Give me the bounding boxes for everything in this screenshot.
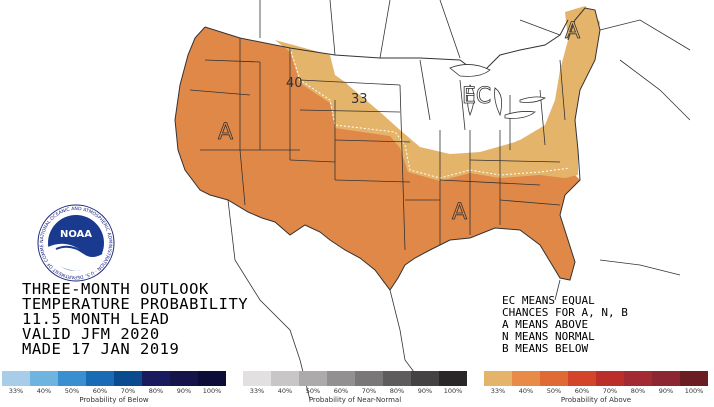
contour-40-label: 40 [286,76,303,91]
below-scale-tick: 40% [36,387,52,395]
normal-scale-tick: 50% [305,387,321,395]
above-scale-box [680,371,708,386]
normal-scale-tick: 100% [443,387,463,395]
above-scale-tick: 70% [602,387,618,395]
state-lines [189,38,566,251]
normal-scale: 33% 40% 50% 60% 70% 80% 90% 100% Probability of… [243,371,467,404]
normal-scale-ticks: 33% 40% 50% 60% 70% 80% 90% 100% [243,386,467,396]
above-scale-tick: 40% [518,387,534,395]
normal-scale-tick: 90% [417,387,433,395]
title-line-2: TEMPERATURE PROBABILITY [22,295,249,313]
legend-line-4: N MEANS NORMAL [502,330,595,343]
above-scale: 33% 40% 50% 60% 70% 80% 90% 100% Probability of… [484,371,708,404]
below-scale-box [198,371,226,386]
below-scale-box [86,371,114,386]
above-scale-box [652,371,680,386]
normal-scale-box [383,371,411,386]
great-lakes [449,64,546,119]
above-scale-box [484,371,512,386]
below-scale-tick: 50% [64,387,80,395]
noaa-logo: NOAA NATIONAL OCEANIC AND ATMOSPHERIC AD… [37,204,115,282]
noaa-logo-text: NOAA [60,229,92,240]
normal-scale-box [411,371,439,386]
title-line-1: THREE-MONTH OUTLOOK [22,280,209,298]
above-scale-box [624,371,652,386]
normal-scale-tick: 40% [277,387,293,395]
below-scale-box [30,371,58,386]
normal-scale-box [243,371,271,386]
canada-lines [259,0,691,121]
below-scale-tick: 60% [92,387,108,395]
below-scale-box [58,371,86,386]
ec-region [335,45,560,154]
above-33-region [275,8,600,181]
above-west-label: A [218,120,233,145]
title-line-4: VALID JFM 2020 [22,325,160,343]
below-scale: 33% 40% 50% 60% 70% 80% 90% 100% Probability of… [2,371,226,404]
below-scale-tick: 80% [148,387,164,395]
normal-scale-box [327,371,355,386]
normal-scale-caption: Probability of Near-Normal [308,396,402,404]
below-scale-tick: 33% [8,387,24,395]
normal-scale-tick: 70% [361,387,377,395]
normal-scale-boxes [243,371,467,386]
title-line-3: 11.5 MONTH LEAD [22,310,170,328]
above-south-label: A [452,200,467,225]
coastline [174,7,601,291]
legend-line-2: CHANCES FOR A, N, B [502,306,628,319]
normal-scale-tick: 80% [389,387,405,395]
above-scale-box [512,371,540,386]
normal-scale-tick: 33% [249,387,265,395]
below-scale-tick: 90% [176,387,192,395]
above-scale-ticks: 33% 40% 50% 60% 70% 80% 90% 100% [484,386,708,396]
above-scale-tick: 80% [630,387,646,395]
above-scale-tick: 33% [490,387,506,395]
below-scale-boxes [2,371,226,386]
above-northeast-region [565,6,600,55]
outlook-title: THREE-MONTH OUTLOOK TEMPERATURE PROBABIL… [22,280,249,358]
below-scale-tick: 100% [202,387,222,395]
below-scale-box [2,371,30,386]
above-scale-box [540,371,568,386]
below-scale-box [170,371,198,386]
above-scale-caption: Probability of Above [560,396,632,404]
legend-line-3: A MEANS ABOVE [502,318,589,331]
legend-line-5: B MEANS BELOW [502,342,589,355]
above-scale-tick: 50% [546,387,562,395]
below-scale-box [142,371,170,386]
category-legend: EC MEANS EQUAL CHANCES FOR A, N, B A MEA… [502,295,628,355]
contour-40-line [289,47,571,179]
ec-label: EC [462,84,491,109]
above-scale-boxes [484,371,708,386]
above-scale-tick: 90% [658,387,674,395]
above-scale-box [568,371,596,386]
below-scale-ticks: 33% 40% 50% 60% 70% 80% 90% 100% [2,386,226,396]
above-40-region [175,27,580,290]
above-northeast-label: A [565,19,580,44]
above-scale-box [596,371,624,386]
mexico-border [227,199,681,401]
title-line-5: MADE 17 JAN 2019 [22,340,180,358]
below-scale-box [114,371,142,386]
normal-scale-box [299,371,327,386]
below-scale-tick: 70% [120,387,136,395]
above-scale-tick: 60% [574,387,590,395]
legend-line-1: EC MEANS EQUAL [502,294,595,307]
normal-scale-box [439,371,467,386]
normal-scale-box [271,371,299,386]
normal-scale-box [355,371,383,386]
normal-scale-tick: 60% [333,387,349,395]
below-scale-caption: Probability of Below [79,396,149,404]
above-scale-tick: 100% [684,387,704,395]
contour-33-label: 33 [351,92,368,107]
